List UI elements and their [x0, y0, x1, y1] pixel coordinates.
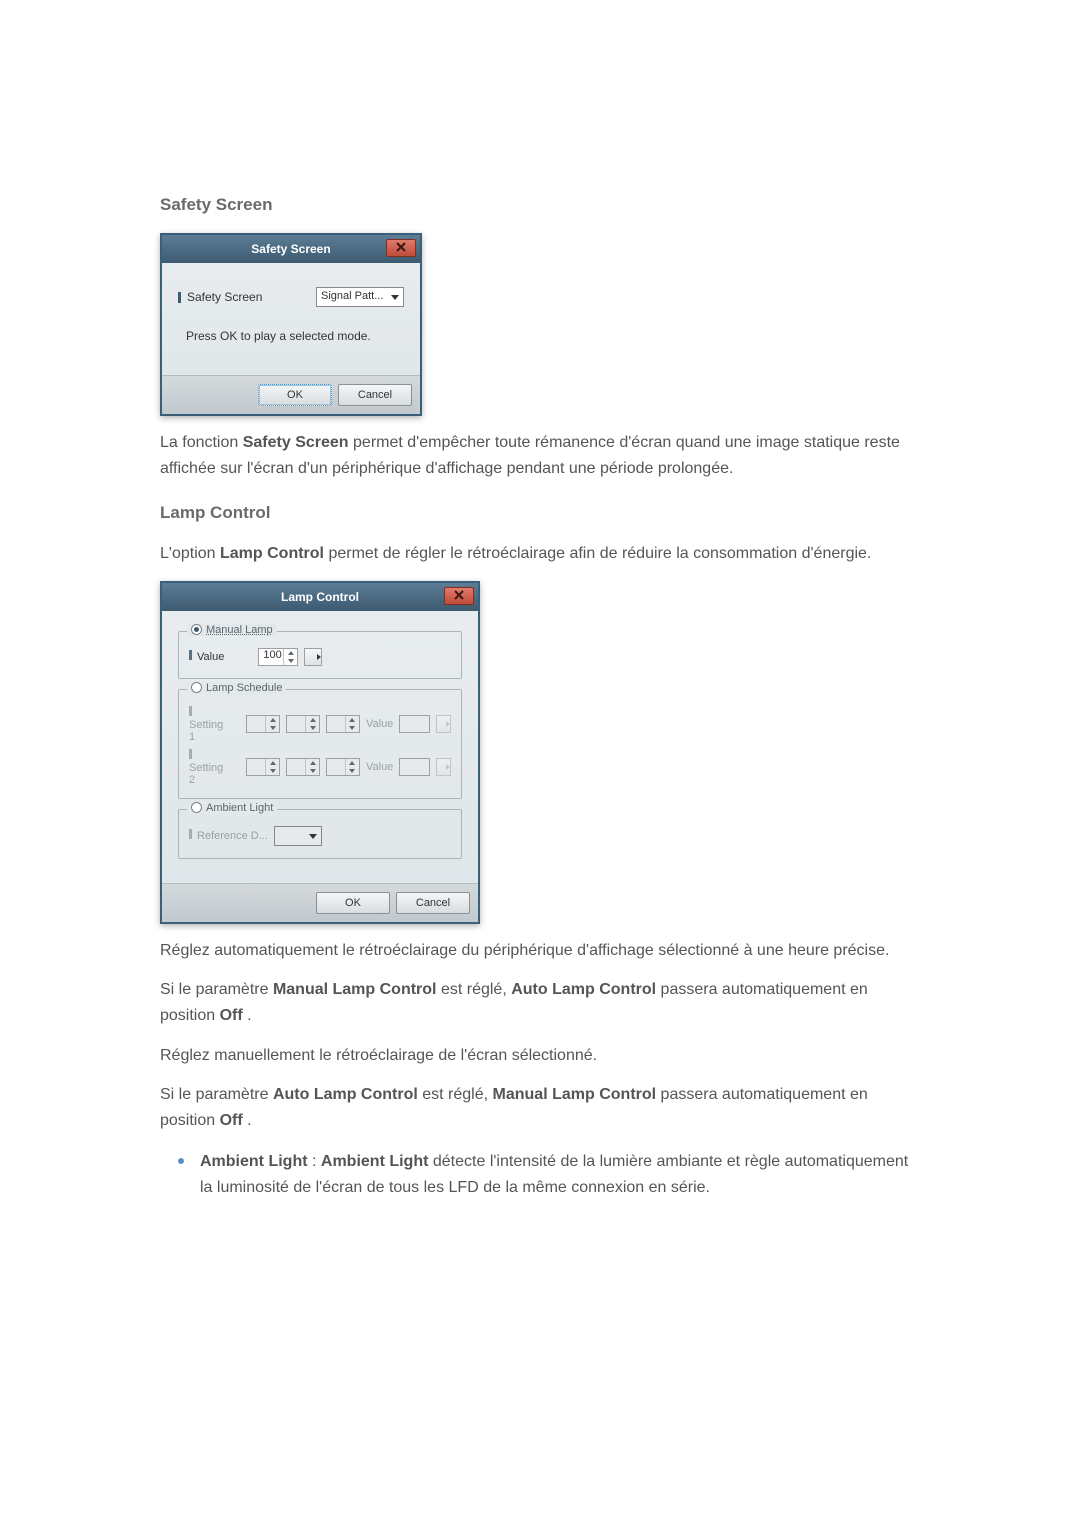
close-icon	[396, 241, 406, 255]
setting1-min	[286, 715, 320, 733]
lamp-control-dialog: Lamp Control Manual Lamp Value 100	[160, 581, 480, 924]
list-item: Ambient Light : Ambient Light détecte l'…	[178, 1149, 920, 1200]
apply-button-disabled	[436, 758, 451, 776]
radio-icon	[191, 682, 202, 693]
safety-screen-dialog: Safety Screen Safety Screen Signal Patt.…	[160, 233, 422, 416]
safety-dialog-title: Safety Screen	[251, 242, 330, 256]
text: permet de régler le rétroéclairage afin …	[328, 545, 871, 562]
text: La fonction	[160, 434, 243, 451]
ambient-light-group: Ambient Light Reference D...	[178, 809, 462, 859]
play-icon	[317, 654, 321, 660]
ok-button[interactable]: OK	[258, 384, 332, 406]
bold-term: Auto Lamp Control	[511, 981, 656, 998]
lamp-p3: Réglez manuellement le rétroéclairage de…	[160, 1043, 920, 1069]
lamp-schedule-label: Lamp Schedule	[206, 682, 282, 694]
safety-dialog-titlebar: Safety Screen	[162, 235, 420, 263]
lamp-dialog-buttonbar: OK Cancel	[162, 883, 478, 922]
lamp-control-heading: Lamp Control	[160, 503, 920, 523]
lamp-p2: Si le paramètre Manual Lamp Control est …	[160, 977, 920, 1028]
setting1-hour	[246, 715, 280, 733]
apply-button-disabled	[436, 715, 451, 733]
lamp-dialog-title: Lamp Control	[281, 590, 359, 604]
text: :	[308, 1153, 321, 1170]
setting2-ampm	[326, 758, 360, 776]
setting2-value-label: Value	[366, 761, 393, 773]
cancel-button[interactable]: Cancel	[338, 384, 412, 406]
close-button[interactable]	[386, 239, 416, 257]
value-input[interactable]: 100	[258, 648, 298, 666]
setting2-min	[286, 758, 320, 776]
reference-dropdown	[274, 826, 322, 846]
setting1-ampm	[326, 715, 360, 733]
lamp-p1: Réglez automatiquement le rétroéclairage…	[160, 938, 920, 964]
safety-screen-mode-dropdown[interactable]: Signal Patt...	[316, 287, 404, 307]
safety-screen-field-label: Safety Screen	[178, 290, 262, 304]
text: .	[247, 1007, 251, 1024]
bold-term: Lamp Control	[220, 545, 324, 562]
ambient-light-bullet-list: Ambient Light : Ambient Light détecte l'…	[178, 1149, 920, 1200]
lamp-schedule-group: Lamp Schedule Setting 1 Value Setting 2 …	[178, 689, 462, 799]
bold-term: Ambient Light	[200, 1153, 308, 1170]
bold-term: Off	[220, 1007, 243, 1024]
bold-term: Manual Lamp Control	[493, 1086, 657, 1103]
radio-icon	[191, 802, 202, 813]
reference-label: Reference D...	[189, 829, 268, 842]
lamp-schedule-legend[interactable]: Lamp Schedule	[187, 682, 286, 694]
spinner-icon	[283, 649, 297, 665]
setting2-label: Setting 2	[189, 749, 231, 786]
apply-button[interactable]	[304, 648, 322, 666]
play-icon	[446, 764, 450, 770]
bold-term: Safety Screen	[243, 434, 349, 451]
lamp-dialog-body: Manual Lamp Value 100 Lamp Schedule S	[162, 611, 478, 883]
setting2-hour	[246, 758, 280, 776]
close-button[interactable]	[444, 587, 474, 605]
safety-description: La fonction Safety Screen permet d'empêc…	[160, 430, 920, 481]
safety-dialog-body: Safety Screen Signal Patt... Press OK to…	[162, 263, 420, 375]
close-icon	[454, 589, 464, 603]
lamp-p4: Si le paramètre Auto Lamp Control est ré…	[160, 1082, 920, 1133]
bold-term: Ambient Light	[321, 1153, 429, 1170]
ok-button[interactable]: OK	[316, 892, 390, 914]
text: .	[247, 1112, 251, 1129]
text: est réglé,	[422, 1086, 492, 1103]
play-icon	[446, 721, 450, 727]
manual-lamp-group: Manual Lamp Value 100	[178, 631, 462, 679]
text: Si le paramètre	[160, 981, 273, 998]
safety-dialog-buttonbar: OK Cancel	[162, 375, 420, 414]
value-label: Value	[189, 650, 224, 663]
text: Si le paramètre	[160, 1086, 273, 1103]
bold-term: Auto Lamp Control	[273, 1086, 418, 1103]
text: L'option	[160, 545, 220, 562]
lamp-dialog-titlebar: Lamp Control	[162, 583, 478, 611]
radio-icon	[191, 624, 202, 635]
safety-screen-heading: Safety Screen	[160, 195, 920, 215]
setting1-label: Setting 1	[189, 706, 231, 743]
manual-lamp-legend[interactable]: Manual Lamp	[187, 624, 277, 636]
ambient-light-label: Ambient Light	[206, 802, 273, 814]
manual-lamp-label: Manual Lamp	[206, 624, 273, 636]
value-text: 100	[263, 649, 281, 661]
text: est réglé,	[441, 981, 511, 998]
setting2-value	[399, 758, 430, 776]
safety-screen-hint: Press OK to play a selected mode.	[186, 329, 404, 343]
bold-term: Manual Lamp Control	[273, 981, 437, 998]
ambient-light-legend[interactable]: Ambient Light	[187, 802, 277, 814]
bold-term: Off	[220, 1112, 243, 1129]
setting1-value-label: Value	[366, 718, 393, 730]
lamp-intro: L'option Lamp Control permet de régler l…	[160, 541, 920, 567]
cancel-button[interactable]: Cancel	[396, 892, 470, 914]
setting1-value	[399, 715, 430, 733]
